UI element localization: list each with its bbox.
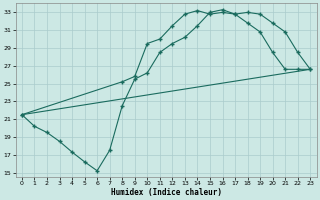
X-axis label: Humidex (Indice chaleur): Humidex (Indice chaleur): [111, 188, 221, 197]
